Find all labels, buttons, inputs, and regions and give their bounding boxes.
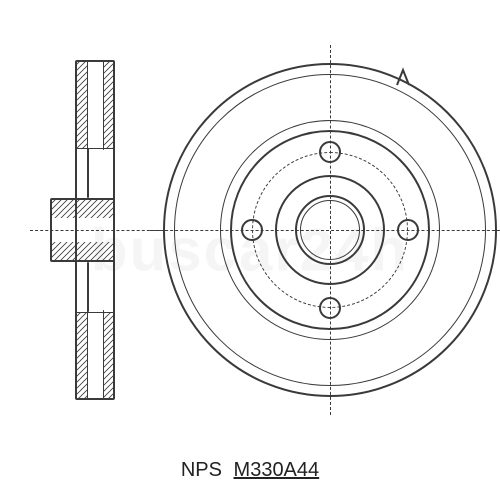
drawing-canvas: buscar24h (0, 0, 500, 500)
brand-label: NPS (181, 459, 222, 481)
locating-notch (175, 60, 485, 400)
product-caption: NPS M330A44 (0, 459, 500, 482)
part-number: M330A44 (234, 459, 320, 481)
side-cross-section (45, 60, 145, 400)
side-centerline (30, 230, 160, 231)
front-face-view (175, 60, 485, 400)
